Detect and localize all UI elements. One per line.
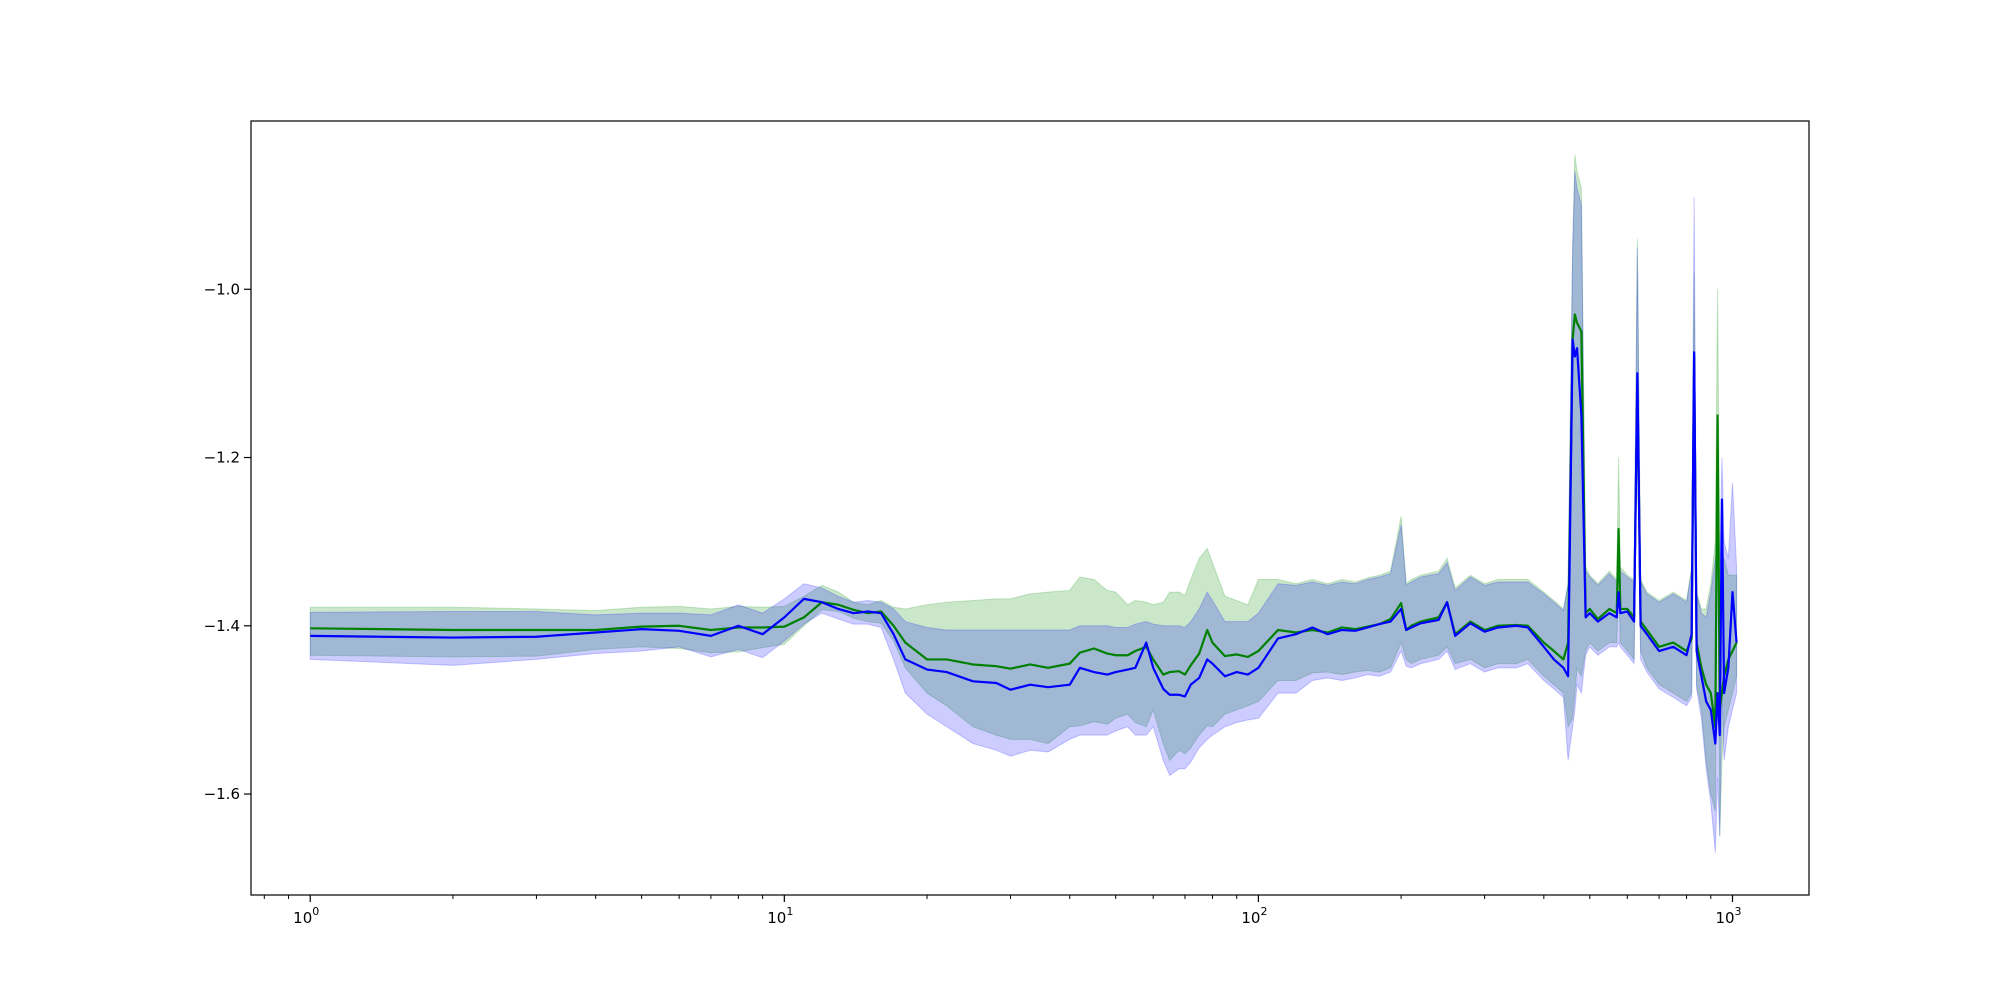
series-lines (310, 313, 1738, 745)
series-2-line (310, 338, 1738, 745)
x-tick-exponent: 2 (1260, 905, 1267, 918)
x-tick-label: 101 (767, 905, 793, 927)
x-tick-label: 102 (1241, 905, 1267, 927)
y-tick-label: −1.2 (204, 449, 240, 467)
y-tick-label: −1.0 (204, 280, 240, 298)
series-1-band (309, 154, 1738, 837)
x-tick-exponent: 1 (786, 905, 793, 918)
y-axis: −1.6 −1.4 −1.2 −1.0 (204, 280, 251, 803)
series-2-band (309, 171, 1738, 853)
y-tick-label: −1.4 (204, 617, 240, 635)
x-tick-label: 103 (1715, 905, 1741, 927)
series-1-line (310, 313, 1738, 728)
x-tick-label: 100 (293, 905, 319, 927)
plot-frame (250, 120, 1810, 896)
y-tick-label: −1.6 (204, 785, 240, 803)
confidence-bands (309, 154, 1738, 853)
x-tick-exponent: 3 (1735, 905, 1742, 918)
x-tick-exponent: 0 (312, 905, 319, 918)
x-axis: 100 101 102 103 (263, 895, 1742, 927)
